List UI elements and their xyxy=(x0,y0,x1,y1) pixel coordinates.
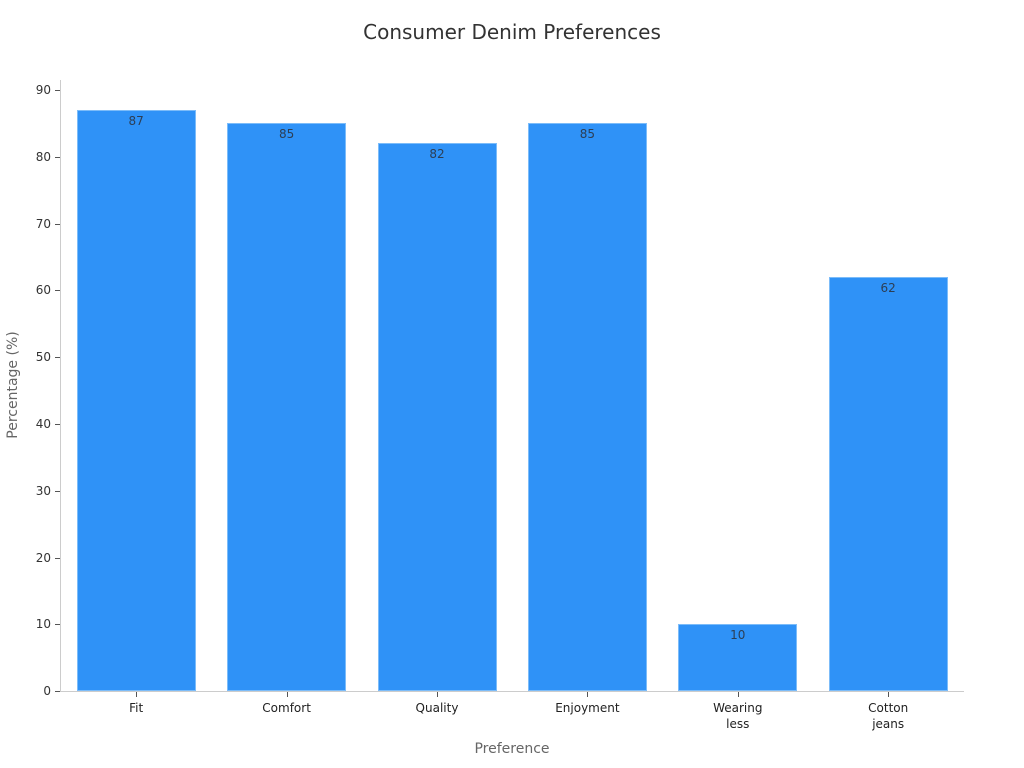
bar: 82 xyxy=(377,143,497,691)
y-tick-label: 40 xyxy=(35,417,51,431)
y-tick-label: 10 xyxy=(35,617,51,631)
y-tick-label: 50 xyxy=(35,350,51,364)
x-tick-label: Comfort xyxy=(262,701,311,715)
y-tick-mark xyxy=(55,558,60,559)
y-axis-line xyxy=(60,80,61,692)
y-tick: 10 xyxy=(0,617,60,631)
y-tick: 60 xyxy=(0,283,60,297)
y-tick: 40 xyxy=(0,417,60,431)
x-tick-label: Quality xyxy=(415,701,459,715)
bar: 85 xyxy=(527,123,647,691)
y-tick: 30 xyxy=(0,484,60,498)
y-tick-label: 30 xyxy=(35,484,51,498)
bar-value-label: 87 xyxy=(128,114,144,129)
y-tick-label: 90 xyxy=(35,83,51,97)
y-tick: 90 xyxy=(0,83,60,97)
y-tick: 0 xyxy=(0,684,60,698)
y-tick-mark xyxy=(55,290,60,291)
x-tick-label: Wearing less xyxy=(713,701,763,731)
y-tick-mark xyxy=(55,424,60,425)
y-tick-label: 0 xyxy=(43,684,51,698)
bar: 10 xyxy=(678,624,798,691)
y-tick-mark xyxy=(55,624,60,625)
bar-value-label: 82 xyxy=(429,147,445,162)
y-tick: 50 xyxy=(0,350,60,364)
y-axis-title: Percentage (%) xyxy=(5,331,21,439)
bar: 62 xyxy=(828,276,948,691)
y-tick: 20 xyxy=(0,551,60,565)
x-tick-label: Fit xyxy=(129,701,144,715)
y-tick-mark xyxy=(55,224,60,225)
x-tick-mark xyxy=(587,692,588,697)
bar-value-label: 85 xyxy=(579,127,596,142)
y-tick-label: 80 xyxy=(35,150,51,164)
bar-value-label: 62 xyxy=(880,280,896,295)
y-tick-mark xyxy=(55,691,60,692)
y-tick-label: 70 xyxy=(35,217,51,231)
chart-title: Consumer Denim Preferences xyxy=(363,20,661,44)
y-tick: 70 xyxy=(0,217,60,231)
x-tick-mark xyxy=(437,692,438,697)
x-tick-mark xyxy=(888,692,889,697)
x-axis-title: Preference xyxy=(474,741,550,757)
x-axis-line xyxy=(60,691,964,692)
y-tick-mark xyxy=(55,90,60,91)
x-tick-mark xyxy=(738,692,739,697)
x-tick-mark xyxy=(287,692,288,697)
x-tick-mark xyxy=(136,692,137,697)
y-tick-mark xyxy=(55,157,60,158)
bar-value-label: 10 xyxy=(730,628,746,643)
x-tick-label: Enjoyment xyxy=(555,701,620,715)
x-tick-label: Cotton jeans xyxy=(868,701,909,731)
bar-value-label: 85 xyxy=(278,127,295,142)
bar: 87 xyxy=(76,110,196,691)
bar: 85 xyxy=(227,123,347,691)
y-tick-label: 20 xyxy=(35,551,51,565)
y-tick-mark xyxy=(55,491,60,492)
y-tick: 80 xyxy=(0,150,60,164)
y-tick-mark xyxy=(55,357,60,358)
y-tick-label: 60 xyxy=(35,283,51,297)
